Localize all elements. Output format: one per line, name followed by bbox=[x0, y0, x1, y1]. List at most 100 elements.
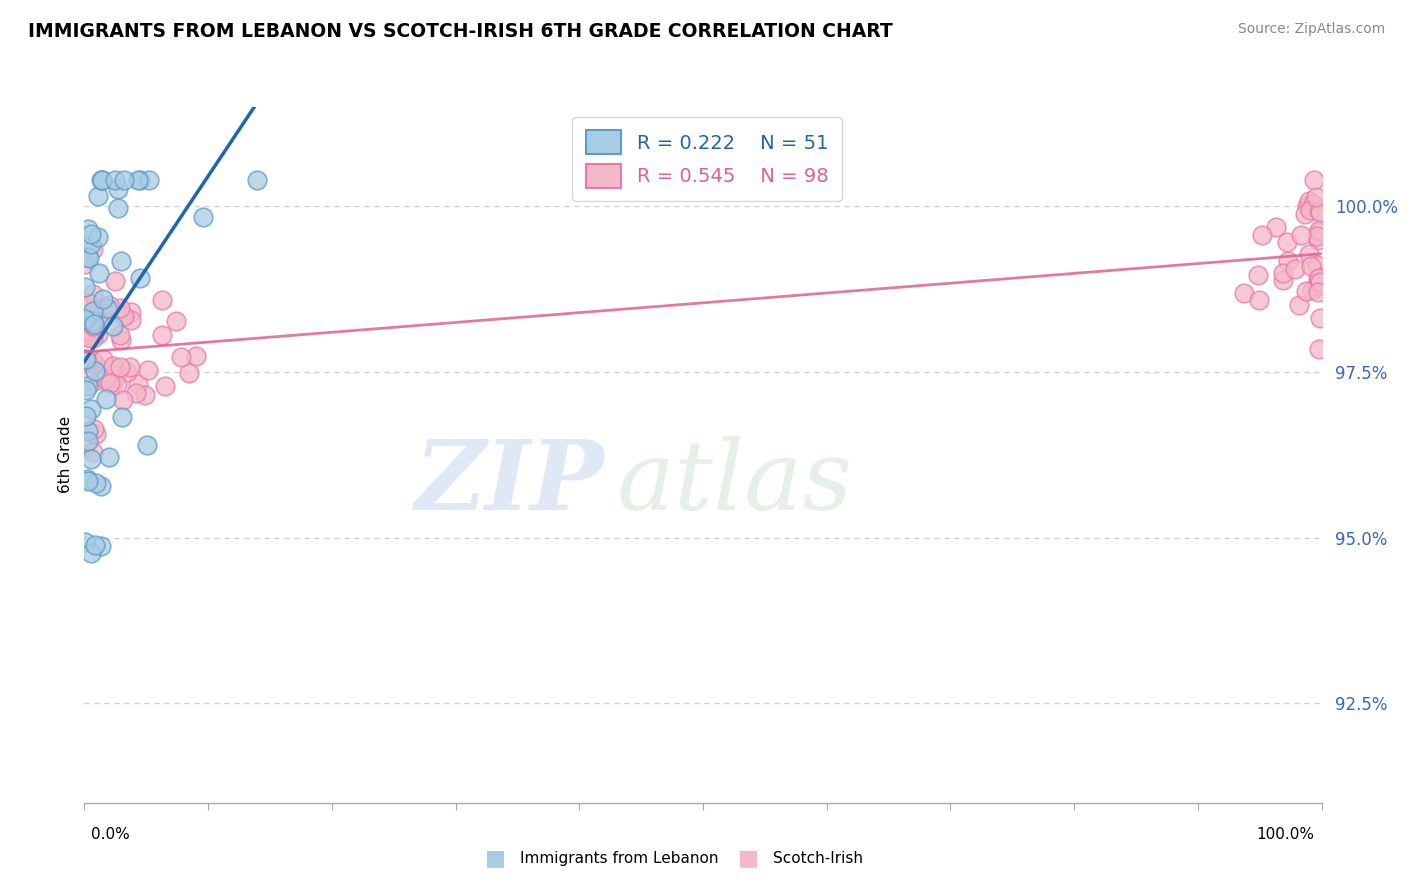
Point bbox=[77, 331, 100, 345]
Point bbox=[1308, 271, 1330, 285]
Point bbox=[1309, 275, 1331, 289]
Point bbox=[93, 372, 115, 386]
Point bbox=[75, 534, 97, 549]
Point bbox=[77, 379, 100, 393]
Point bbox=[110, 333, 132, 347]
Point bbox=[73, 351, 96, 366]
Point bbox=[75, 300, 97, 314]
Point bbox=[76, 324, 98, 338]
Point bbox=[246, 173, 269, 187]
Point bbox=[107, 201, 129, 215]
Point bbox=[82, 318, 104, 333]
Text: IMMIGRANTS FROM LEBANON VS SCOTCH-IRISH 6TH GRADE CORRELATION CHART: IMMIGRANTS FROM LEBANON VS SCOTCH-IRISH … bbox=[28, 22, 893, 41]
Point bbox=[1272, 273, 1295, 287]
Point bbox=[150, 328, 173, 343]
Point bbox=[1247, 293, 1270, 307]
Point bbox=[127, 376, 149, 391]
Point bbox=[90, 539, 112, 553]
Point bbox=[84, 357, 107, 371]
Point bbox=[1299, 260, 1322, 274]
Point bbox=[1277, 254, 1299, 268]
Point bbox=[75, 257, 97, 271]
Point bbox=[170, 350, 193, 364]
Point bbox=[153, 378, 176, 392]
Point bbox=[107, 377, 129, 392]
Point bbox=[96, 371, 118, 385]
Point bbox=[101, 359, 124, 373]
Text: Source: ZipAtlas.com: Source: ZipAtlas.com bbox=[1237, 22, 1385, 37]
Point bbox=[128, 271, 150, 285]
Point bbox=[1247, 268, 1270, 282]
Point bbox=[166, 314, 188, 328]
Point bbox=[1308, 222, 1330, 236]
Point bbox=[111, 410, 134, 425]
Point bbox=[1306, 278, 1329, 293]
Point bbox=[90, 173, 112, 187]
Point bbox=[77, 251, 100, 265]
Point bbox=[75, 315, 97, 329]
Point bbox=[90, 173, 112, 187]
Point bbox=[101, 318, 124, 333]
Point bbox=[120, 304, 142, 318]
Point bbox=[83, 318, 105, 332]
Point bbox=[83, 301, 105, 316]
Point bbox=[82, 331, 104, 345]
Point bbox=[87, 188, 110, 202]
Point bbox=[1275, 235, 1298, 249]
Point bbox=[120, 359, 142, 374]
Point bbox=[1294, 207, 1316, 221]
Point bbox=[1308, 342, 1330, 356]
Point bbox=[87, 316, 110, 330]
Text: atlas: atlas bbox=[616, 436, 852, 530]
Point bbox=[1305, 258, 1327, 272]
Text: 0.0%: 0.0% bbox=[91, 827, 131, 841]
Point bbox=[104, 173, 127, 187]
Point bbox=[82, 242, 104, 256]
Point bbox=[1295, 199, 1317, 213]
Point bbox=[1251, 227, 1274, 242]
Point bbox=[1301, 283, 1323, 297]
Point bbox=[1233, 286, 1256, 301]
Point bbox=[105, 368, 128, 383]
Point bbox=[76, 250, 98, 264]
Point bbox=[87, 372, 110, 386]
Point bbox=[73, 280, 96, 294]
Point bbox=[80, 546, 103, 560]
Point bbox=[87, 303, 110, 318]
Text: 100.0%: 100.0% bbox=[1257, 827, 1315, 841]
Point bbox=[82, 318, 104, 333]
Point bbox=[1289, 227, 1312, 242]
Point bbox=[76, 474, 98, 488]
Point bbox=[80, 353, 103, 368]
Point bbox=[84, 476, 107, 491]
Point bbox=[82, 445, 104, 459]
Point bbox=[1299, 203, 1322, 218]
Point bbox=[111, 392, 134, 407]
Point bbox=[1306, 228, 1329, 243]
Point bbox=[150, 293, 173, 308]
Point bbox=[97, 450, 120, 464]
Point bbox=[76, 295, 98, 310]
Point bbox=[82, 304, 104, 318]
Point bbox=[75, 409, 97, 423]
Point bbox=[115, 365, 138, 379]
Point bbox=[112, 309, 135, 323]
Point bbox=[135, 438, 157, 452]
Point bbox=[91, 311, 114, 326]
Point bbox=[138, 363, 160, 377]
Point bbox=[1306, 233, 1329, 247]
Text: ZIP: ZIP bbox=[415, 436, 605, 530]
Point bbox=[80, 451, 103, 466]
Point bbox=[1305, 190, 1327, 204]
Point bbox=[89, 266, 111, 280]
Point bbox=[73, 440, 96, 454]
Point bbox=[1309, 204, 1331, 219]
Point bbox=[129, 173, 152, 187]
Point bbox=[112, 173, 135, 187]
Point bbox=[76, 472, 98, 486]
Point bbox=[84, 427, 107, 442]
Point bbox=[134, 388, 156, 402]
Point bbox=[77, 434, 100, 449]
Point bbox=[86, 327, 108, 342]
Point bbox=[125, 385, 148, 400]
